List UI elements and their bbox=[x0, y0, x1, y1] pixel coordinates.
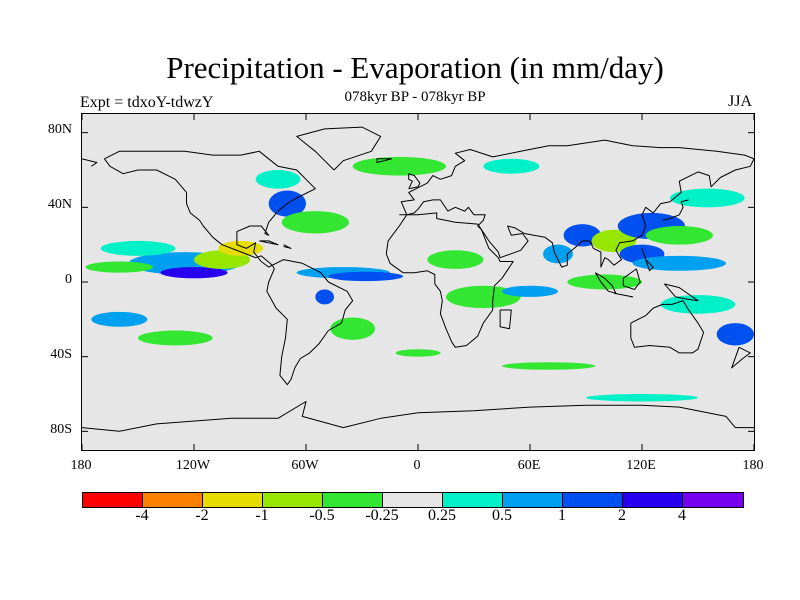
coastline-18 bbox=[641, 248, 654, 272]
pe-region-27 bbox=[670, 188, 745, 208]
axis-ticks bbox=[82, 114, 754, 450]
pe-region-5 bbox=[100, 240, 176, 256]
lon-label-60w: 60W bbox=[291, 458, 319, 473]
colorbar-swatch-4 bbox=[323, 493, 383, 507]
colorbar-swatch-5 bbox=[383, 493, 443, 507]
coastline-4 bbox=[82, 158, 98, 167]
coastline-1 bbox=[266, 259, 354, 386]
colorbar-label: -0.25 bbox=[365, 507, 399, 524]
pe-region-12 bbox=[330, 317, 376, 340]
colorbar-label: 1 bbox=[558, 507, 566, 524]
pe-region-13 bbox=[427, 250, 484, 269]
lon-label-180e: 180 bbox=[742, 458, 764, 473]
pe-region-21 bbox=[645, 226, 713, 245]
colorbar-label: 0.5 bbox=[492, 507, 512, 524]
season-label: JJA bbox=[727, 93, 752, 110]
coastline-12 bbox=[664, 283, 699, 302]
coastline-6 bbox=[385, 212, 514, 348]
pe-region-8 bbox=[255, 170, 301, 189]
coastline-10 bbox=[613, 292, 634, 298]
colorbar-label: -4 bbox=[135, 507, 149, 524]
colorbar-swatch-3 bbox=[263, 493, 323, 507]
lat-label-80S: 80S bbox=[50, 422, 72, 437]
chart-subtitle: 078kyr BP - 078kyr BP bbox=[344, 89, 486, 105]
colorbar-label: 4 bbox=[678, 507, 686, 524]
pe-region-1 bbox=[160, 267, 228, 279]
coastline-14 bbox=[499, 309, 512, 330]
map-canvas bbox=[82, 114, 754, 450]
pe-region-16 bbox=[483, 158, 540, 174]
coastline-13 bbox=[662, 199, 689, 221]
pe-region-17 bbox=[563, 224, 601, 247]
colorbar-label: -1 bbox=[255, 507, 269, 524]
pe-region-30 bbox=[138, 330, 213, 346]
lon-label-0: 0 bbox=[413, 458, 421, 473]
colorbar-swatch-1 bbox=[143, 493, 203, 507]
pe-region-14 bbox=[446, 285, 521, 309]
lon-label-60e: 60E bbox=[517, 458, 541, 473]
lon-label-120w: 120W bbox=[175, 458, 211, 473]
pe-region-10 bbox=[328, 271, 404, 282]
coastline-7 bbox=[630, 300, 705, 354]
colorbar-label: -2 bbox=[195, 507, 209, 524]
coastline-15 bbox=[408, 173, 421, 190]
coastline-2 bbox=[296, 126, 382, 171]
chart-title: Precipitation - Evaporation (in mm/day) bbox=[166, 50, 664, 85]
pe-region-28 bbox=[502, 285, 558, 297]
lat-label-80N: 80N bbox=[47, 122, 72, 137]
pe-region-4 bbox=[85, 261, 153, 273]
pe-region-11 bbox=[315, 289, 334, 305]
lat-label-40S: 40S bbox=[50, 347, 72, 362]
colorbar-swatch-0 bbox=[83, 493, 143, 507]
coastline-0 bbox=[103, 150, 316, 268]
experiment-label: Expt = tdxoY-tdwzY bbox=[80, 94, 214, 111]
colorbar-swatch-7 bbox=[503, 493, 563, 507]
coastline-5 bbox=[406, 158, 754, 268]
coastline-16 bbox=[376, 158, 393, 163]
coastline-3 bbox=[399, 139, 754, 216]
pe-region-23 bbox=[632, 255, 726, 271]
coastline-20 bbox=[283, 244, 292, 249]
pe-region-19 bbox=[591, 229, 637, 253]
pe-region-25 bbox=[660, 295, 736, 314]
colorbar bbox=[82, 492, 744, 508]
colorbar-swatch-2 bbox=[203, 493, 263, 507]
lon-label-180w: 180 bbox=[70, 458, 92, 473]
pe-region-3 bbox=[218, 240, 264, 256]
map-plot-area bbox=[81, 113, 755, 451]
coastline-17 bbox=[731, 346, 751, 369]
lat-label-0: 0 bbox=[65, 272, 72, 287]
lat-label-40N: 40N bbox=[47, 197, 72, 212]
coastline-19 bbox=[259, 240, 279, 246]
pe-region-26 bbox=[716, 323, 754, 346]
colorbar-swatch-6 bbox=[443, 493, 503, 507]
colorbar-swatch-8 bbox=[563, 493, 623, 507]
pe-region-32 bbox=[586, 394, 698, 402]
pe-region-15 bbox=[352, 156, 447, 176]
lon-label-120e: 120E bbox=[626, 458, 656, 473]
colorbar-swatch-9 bbox=[623, 493, 683, 507]
colorbar-label: 2 bbox=[618, 507, 626, 524]
colorbar-label: 0.25 bbox=[428, 507, 456, 524]
pe-region-33 bbox=[395, 349, 441, 357]
coastline-11 bbox=[622, 268, 641, 290]
colorbar-swatch-10 bbox=[683, 493, 743, 507]
coastline-8 bbox=[82, 401, 754, 432]
pe-region-7 bbox=[281, 211, 349, 234]
pe-region-31 bbox=[502, 362, 596, 370]
colorbar-label: -0.5 bbox=[309, 507, 335, 524]
pe-region-18 bbox=[543, 244, 573, 264]
pe-region-29 bbox=[91, 311, 148, 327]
